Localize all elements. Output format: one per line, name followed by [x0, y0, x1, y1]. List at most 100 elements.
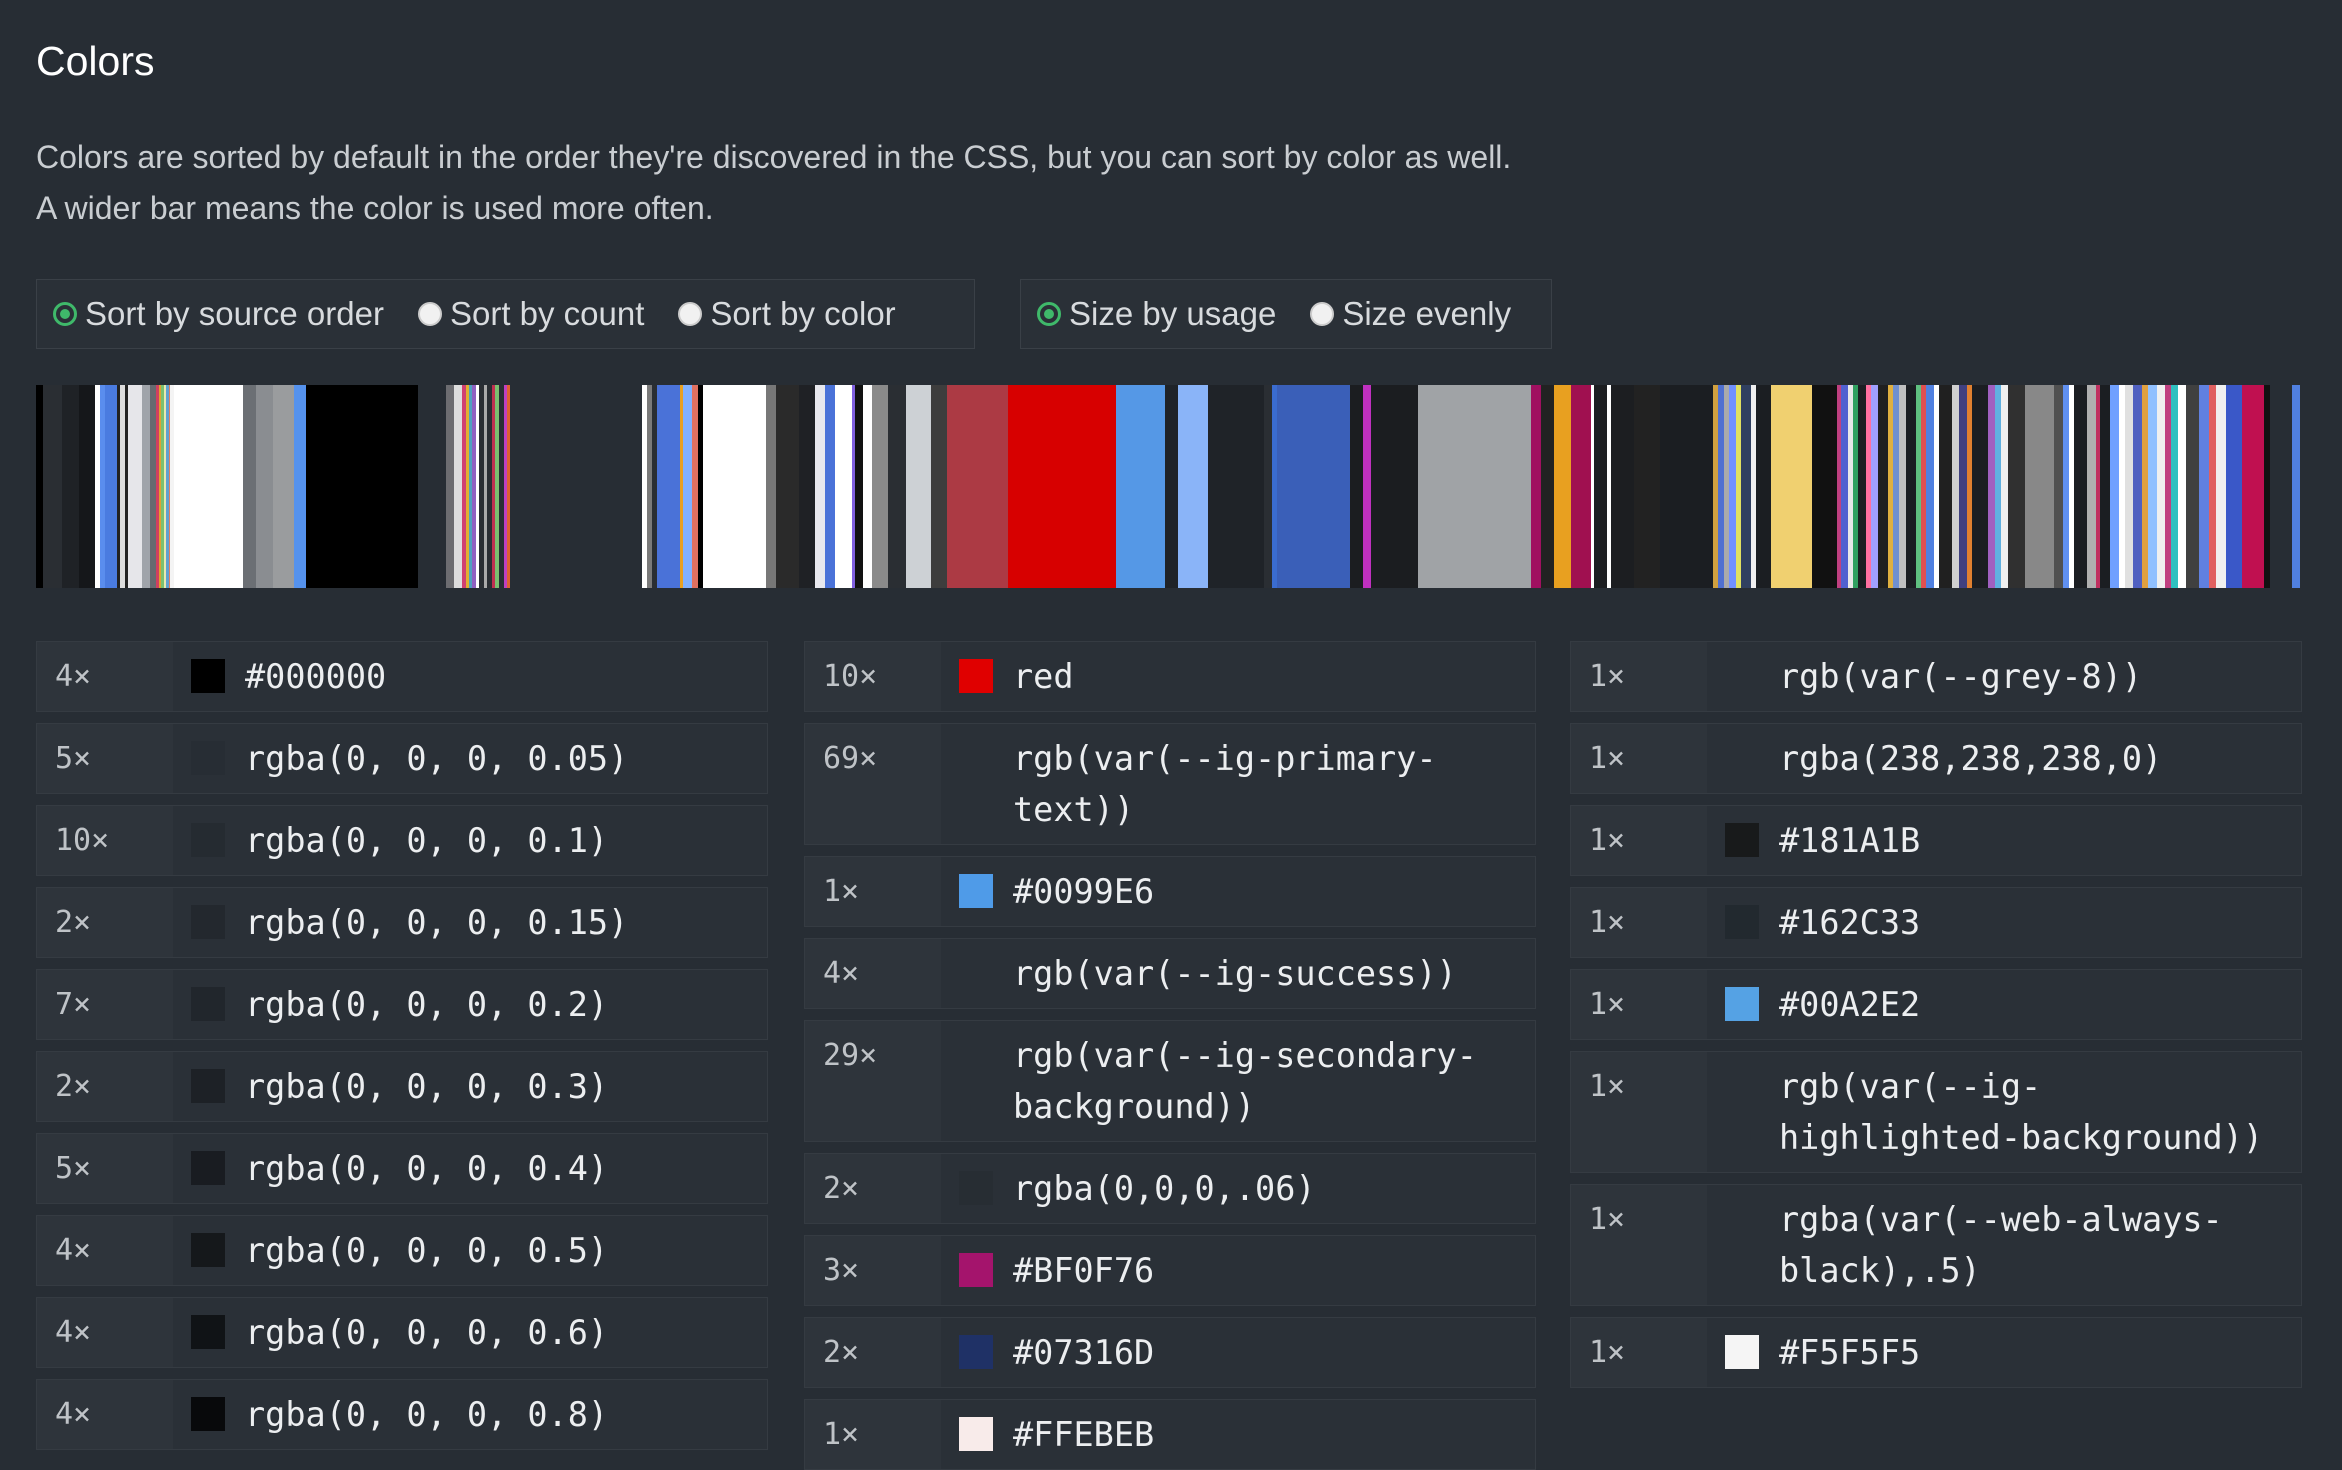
color-bar-segment[interactable] [156, 385, 159, 588]
color-bar-segment[interactable] [42, 385, 63, 588]
color-bar-segment[interactable] [478, 385, 484, 588]
color-bar-segment[interactable] [2118, 385, 2126, 588]
color-bar-segment[interactable] [475, 385, 479, 588]
color-bar-segment[interactable] [1363, 385, 1372, 588]
color-bar-segment[interactable] [95, 385, 101, 588]
color-bar-segment[interactable] [1971, 385, 1989, 588]
color-bar-segment[interactable] [1594, 385, 1608, 588]
color-row[interactable]: 10× red [804, 641, 1536, 712]
color-bar-segment[interactable] [2054, 385, 2063, 588]
color-bar-segment[interactable] [506, 385, 511, 588]
color-bar-segment[interactable] [272, 385, 295, 588]
color-bar-segment[interactable] [2263, 385, 2271, 588]
color-bar-segment[interactable] [483, 385, 488, 588]
color-bar-segment[interactable] [698, 385, 704, 588]
color-row[interactable]: 5× rgba(0, 0, 0, 0.05) [36, 723, 768, 794]
color-bar-segment[interactable] [775, 385, 799, 588]
color-bar-segment[interactable] [2024, 385, 2055, 588]
color-bar-segment[interactable] [2209, 385, 2216, 588]
color-bar-segment[interactable] [1755, 385, 1771, 588]
color-bar-segment[interactable] [492, 385, 496, 588]
color-bar-segment[interactable] [2087, 385, 2096, 588]
color-row[interactable]: 3× #BF0F76 [804, 1235, 1536, 1306]
color-bar-segment[interactable] [465, 385, 470, 588]
color-bar-segment[interactable] [2133, 385, 2142, 588]
color-bar-segment[interactable] [1554, 385, 1571, 588]
color-bar-segment[interactable] [1531, 385, 1542, 588]
color-row[interactable]: 1× #0099E6 [804, 856, 1536, 927]
color-bar-segment[interactable] [1994, 385, 2002, 588]
color-bar-segment[interactable] [1920, 385, 1926, 588]
color-bar-segment[interactable] [2069, 385, 2075, 588]
color-bar-segment[interactable] [472, 385, 476, 588]
color-row[interactable]: 4× rgba(0, 0, 0, 0.6) [36, 1297, 768, 1368]
color-bar-segment[interactable] [1933, 385, 1939, 588]
color-bar-segment[interactable] [2215, 385, 2226, 588]
color-bar-segment[interactable] [1724, 385, 1730, 588]
color-bar-segment[interactable] [2186, 385, 2200, 588]
color-bar-segment[interactable] [2156, 385, 2165, 588]
sort-by-color-radio[interactable]: Sort by color [678, 295, 896, 333]
color-bar-segment[interactable] [78, 385, 96, 588]
color-row[interactable]: 1× #FFEBEB [804, 1399, 1536, 1470]
color-bar-segment[interactable] [1853, 385, 1858, 588]
color-bar-segment[interactable] [1966, 385, 1972, 588]
color-bar-segment[interactable] [1735, 385, 1741, 588]
color-row[interactable]: 69× rgb(var(--ig-primary-text)) [804, 723, 1536, 845]
color-bar-segment[interactable] [1610, 385, 1634, 588]
color-bar-segment[interactable] [1165, 385, 1179, 588]
color-bar-segment[interactable] [2001, 385, 2009, 588]
color-bar-segment[interactable] [149, 385, 157, 588]
color-row[interactable]: 1× rgba(238,238,238,0) [1570, 723, 2302, 794]
color-bar-segment[interactable] [1590, 385, 1595, 588]
color-bar-segment[interactable] [851, 385, 856, 588]
color-row[interactable]: 5× rgba(0, 0, 0, 0.4) [36, 1133, 768, 1204]
color-bar-segment[interactable] [2141, 385, 2149, 588]
color-row[interactable]: 4× rgb(var(--ig-success)) [804, 938, 1536, 1009]
color-row[interactable]: 2× rgba(0, 0, 0, 0.3) [36, 1051, 768, 1122]
color-bar-segment[interactable] [863, 385, 872, 588]
color-row[interactable]: 29× rgb(var(--ig-secondary-background)) [804, 1020, 1536, 1142]
color-bar-segment[interactable] [825, 385, 836, 588]
color-bar-segment[interactable] [1887, 385, 1893, 588]
color-bar-segment[interactable] [906, 385, 931, 588]
color-bar-segment[interactable] [1988, 385, 1995, 588]
color-bar-segment[interactable] [1938, 385, 1952, 588]
color-bar-segment[interactable] [835, 385, 852, 588]
size-evenly-radio[interactable]: Size evenly [1310, 295, 1511, 333]
color-bar-segment[interactable] [657, 385, 681, 588]
color-row[interactable]: 1× rgb(var(--ig-highlighted-background)) [1570, 1051, 2302, 1173]
color-bar-segment[interactable] [1958, 385, 1967, 588]
color-row[interactable]: 1× #181A1B [1570, 805, 2302, 876]
size-by-usage-radio[interactable]: Size by usage [1037, 295, 1276, 333]
color-bar-segment[interactable] [1272, 385, 1278, 588]
color-bar-segment[interactable] [462, 385, 466, 588]
color-bar-segment[interactable] [930, 385, 948, 588]
color-row[interactable]: 1× #00A2E2 [1570, 969, 2302, 1040]
color-bar-segment[interactable] [1541, 385, 1555, 588]
color-bar-segment[interactable] [2110, 385, 2119, 588]
color-bar-segment[interactable] [1892, 385, 1900, 588]
color-bar-segment[interactable] [1866, 385, 1872, 588]
color-bar-segment[interactable] [1871, 385, 1878, 588]
color-bar-segment[interactable] [1857, 385, 1867, 588]
color-bar-segment[interactable] [2100, 385, 2111, 588]
color-bar-segment[interactable] [1750, 385, 1756, 588]
color-bar-segment[interactable] [141, 385, 150, 588]
color-bar-segment[interactable] [683, 385, 692, 588]
color-bar-segment[interactable] [1115, 385, 1166, 588]
sort-by-count-radio[interactable]: Sort by count [417, 295, 644, 333]
color-bar-segment[interactable] [652, 385, 658, 588]
color-bar-segment[interactable] [1836, 385, 1842, 588]
color-bar-segment[interactable] [1770, 385, 1812, 588]
color-bar-segment[interactable] [2074, 385, 2088, 588]
color-bar-segment[interactable] [2291, 385, 2301, 588]
color-row[interactable]: 10× rgba(0, 0, 0, 0.1) [36, 805, 768, 876]
color-bar-segment[interactable] [503, 385, 507, 588]
color-bar-segment[interactable] [1717, 385, 1725, 588]
color-bar-segment[interactable] [815, 385, 826, 588]
color-bar-segment[interactable] [2199, 385, 2210, 588]
color-bar-segment[interactable] [871, 385, 889, 588]
color-bar-segment[interactable] [765, 385, 776, 588]
color-row[interactable]: 4× #000000 [36, 641, 768, 712]
